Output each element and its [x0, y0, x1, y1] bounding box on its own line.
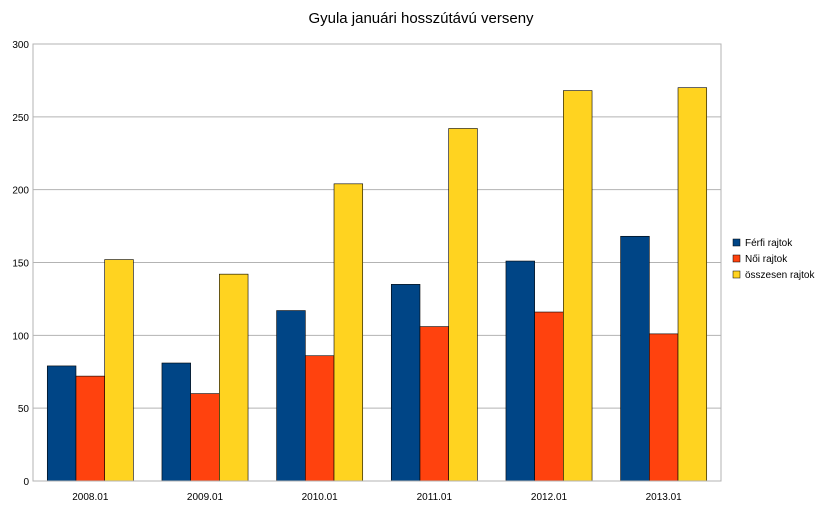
y-tick-label: 300: [12, 40, 29, 51]
bar: [505, 260, 535, 482]
bar: [333, 183, 364, 482]
bars: [46, 87, 708, 482]
x-tick-label: 2012.01: [531, 492, 568, 503]
x-tick-label: 2013.01: [646, 492, 683, 503]
legend: Férfi rajtok Női rajtok összesen rajtok: [732, 238, 815, 281]
bar: [104, 259, 134, 482]
legend-label: Női rajtok: [745, 254, 788, 265]
x-tick-label: 2010.01: [302, 492, 339, 503]
y-tick-label: 150: [12, 259, 29, 270]
bar: [75, 375, 105, 482]
x-tick-label: 2011.01: [417, 492, 453, 503]
bar: [219, 273, 249, 482]
y-tick-label: 50: [18, 404, 30, 415]
bar: [534, 311, 564, 482]
gridlines: [33, 43, 721, 482]
x-tick-label: 2009.01: [187, 492, 224, 503]
bar: [276, 310, 306, 482]
y-tick-label: 250: [12, 113, 29, 124]
x-tick-label: 2008.01: [72, 492, 109, 503]
bar: [390, 284, 421, 482]
bar: [563, 90, 593, 482]
bar: [161, 362, 191, 482]
bar: [305, 355, 335, 482]
chart-title: Gyula januári hosszútávú verseny: [308, 10, 534, 27]
legend-swatch: [732, 254, 741, 263]
y-tick-label: 0: [23, 477, 29, 488]
legend-label: Férfi rajtok: [745, 238, 793, 249]
bar: [649, 333, 679, 482]
bar: [46, 365, 77, 482]
x-axis-ticks: 2008.01 2009.01 2010.01 2011.01 2012.01 2013.…: [72, 492, 682, 503]
bar: [448, 128, 478, 482]
plot-area-frame: [32, 43, 722, 482]
y-tick-label: 100: [12, 331, 29, 342]
bar: [620, 235, 650, 482]
bar: [677, 87, 708, 482]
bar: [419, 326, 449, 482]
y-tick-label: 200: [12, 186, 29, 197]
legend-swatch: [732, 238, 741, 247]
legend-swatch: [732, 270, 741, 279]
legend-label: összesen rajtok: [745, 270, 815, 281]
y-axis-ticks: 0 50 100 150 200 250 300: [12, 40, 29, 488]
bar: [190, 393, 220, 482]
